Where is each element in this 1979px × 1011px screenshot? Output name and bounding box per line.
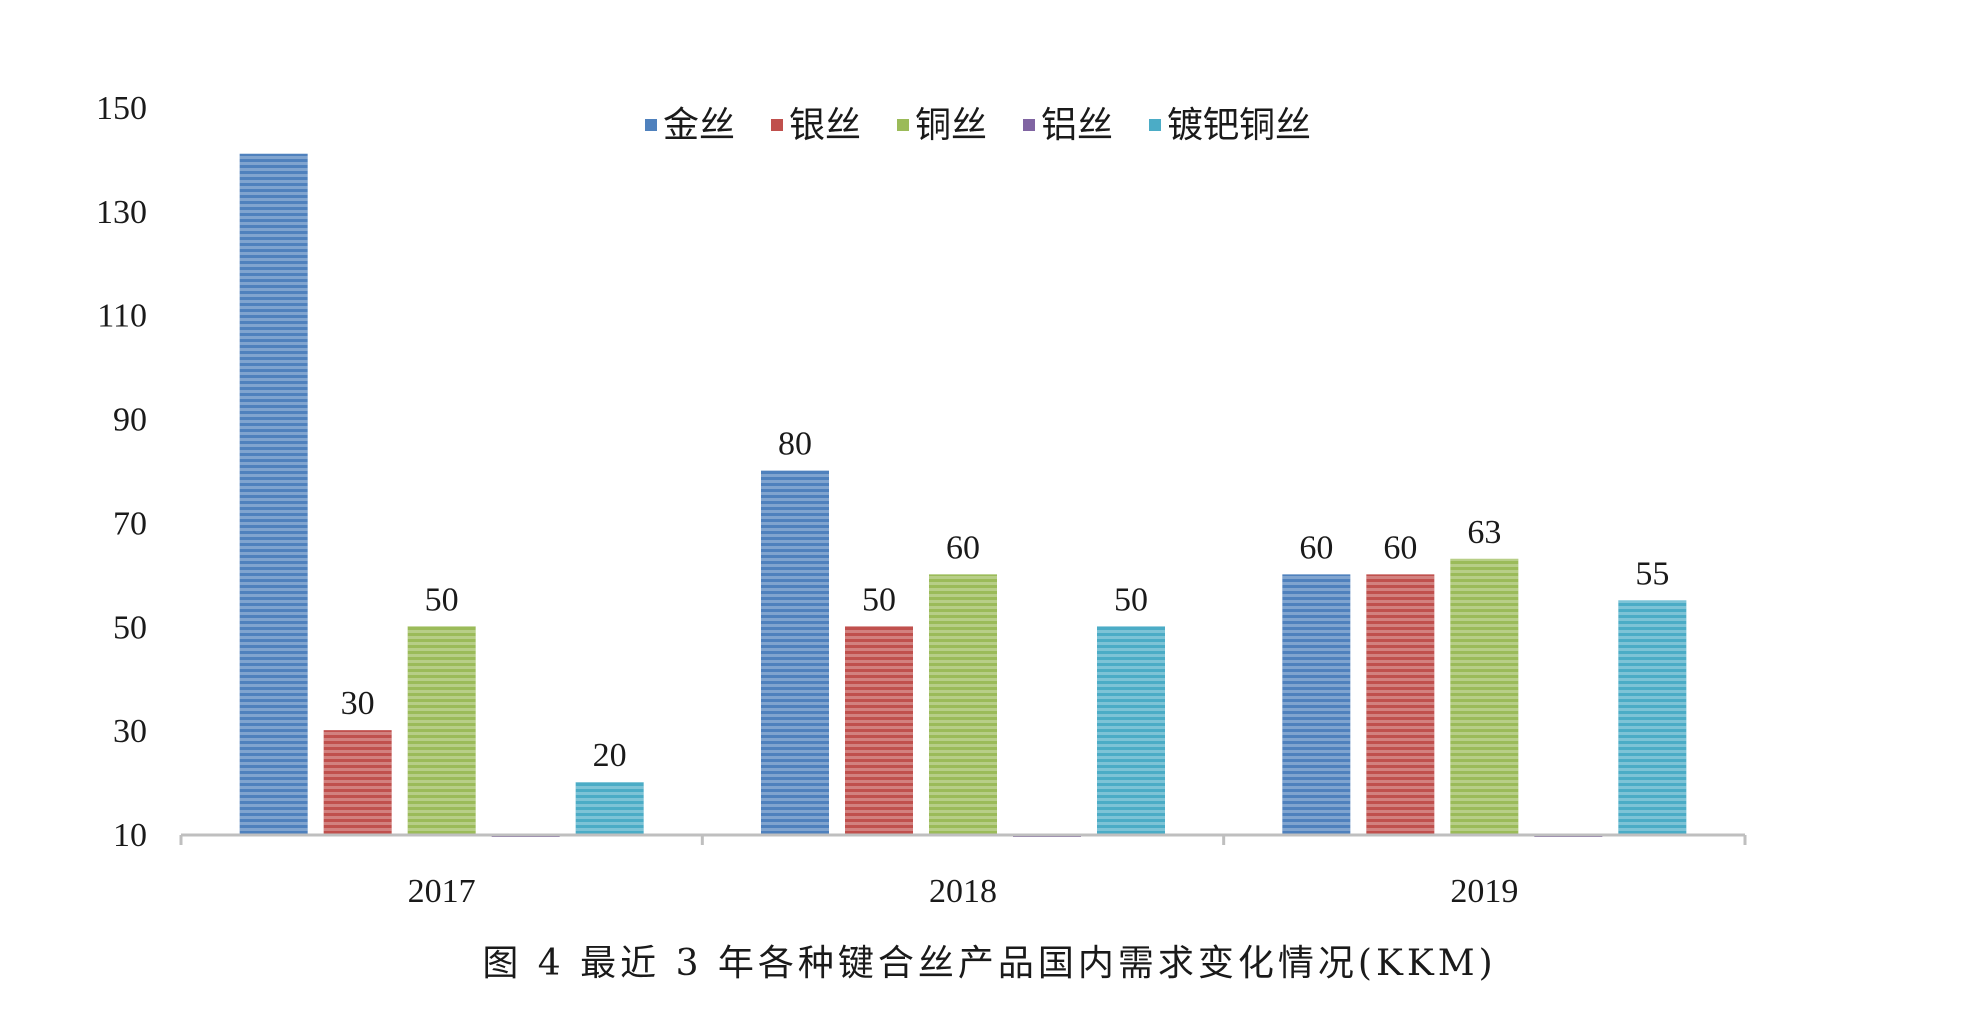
legend-label: 铝丝	[1041, 105, 1113, 146]
y-tick-label: 50	[113, 609, 147, 646]
x-tick-label: 2017	[408, 873, 476, 910]
x-tick-label: 2019	[1450, 873, 1518, 910]
data-label: 50	[862, 581, 896, 618]
data-label: 60	[1383, 529, 1417, 566]
data-label: 50	[425, 581, 459, 618]
bar-texture	[929, 574, 997, 834]
bar-texture	[239, 153, 308, 834]
data-label: 20	[593, 737, 627, 774]
y-tick-label: 110	[97, 298, 147, 335]
bar-texture	[1618, 600, 1687, 834]
bars	[239, 153, 1687, 837]
data-label: 50	[1114, 581, 1148, 618]
legend-label: 铜丝	[915, 105, 987, 146]
bar-texture	[323, 730, 392, 834]
data-label: 55	[1635, 555, 1669, 592]
bar-texture	[1097, 626, 1165, 834]
legend-swatch	[1023, 119, 1035, 131]
data-label: 63	[1467, 514, 1501, 551]
legend-label: 银丝	[789, 105, 861, 146]
x-axis: 2017 2018 2019	[179, 833, 1747, 910]
bar-texture	[407, 626, 476, 834]
data-label: 80	[778, 426, 812, 463]
legend-swatch	[771, 119, 783, 131]
legend-swatch	[897, 119, 909, 131]
chart-caption: 图 4 最近 3 年各种键合丝产品国内需求变化情况(KKM)	[482, 943, 1497, 984]
bar-texture	[575, 782, 644, 834]
bar-texture	[1366, 574, 1435, 834]
y-tick-label: 130	[96, 194, 147, 231]
y-axis: 10 30 50 70 90 110 130 150	[96, 90, 147, 854]
y-tick-label: 70	[113, 505, 147, 542]
bar-texture	[1282, 574, 1351, 834]
legend-swatch	[645, 119, 657, 131]
data-label: 30	[341, 685, 375, 722]
y-tick-label: 150	[96, 90, 147, 127]
data-labels: 30 50 20 80 50 60 50 60 60 63 55	[341, 426, 1670, 775]
legend-label: 金丝	[663, 105, 735, 146]
bar-texture	[761, 470, 829, 834]
bar-texture	[845, 626, 913, 834]
legend-label: 镀钯铜丝	[1167, 105, 1311, 146]
y-tick-label: 90	[113, 402, 147, 439]
bar-texture	[1450, 558, 1519, 834]
y-tick-label: 30	[113, 713, 147, 750]
legend: 金丝 银丝 铜丝 铝丝 镀钯铜丝	[645, 105, 1311, 146]
legend-swatch	[1149, 119, 1161, 131]
data-label: 60	[1299, 529, 1333, 566]
y-tick-label: 10	[113, 817, 147, 854]
x-tick-label: 2018	[929, 873, 997, 910]
data-label: 60	[946, 529, 980, 566]
